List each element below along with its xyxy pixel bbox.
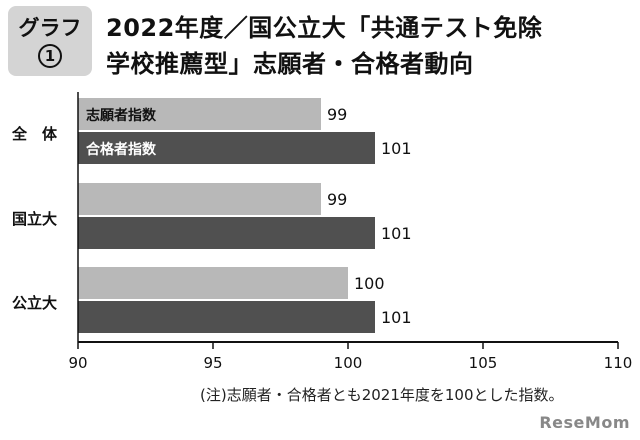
x-tick-label: 95	[203, 354, 222, 372]
bar-passers	[78, 132, 375, 164]
legend-label: 志願者指数	[86, 107, 157, 124]
category-label: 公立大	[12, 294, 57, 312]
chart-title-line1: 2022年度／国公立大「共通テスト免除	[106, 14, 543, 42]
bar-passers	[78, 217, 375, 249]
bar-applicants	[78, 98, 321, 130]
badge-number: 1	[38, 44, 62, 68]
x-tick-label: 100	[334, 354, 363, 372]
chart-title-line2: 学校推薦型」志願者・合格者動向	[106, 50, 474, 78]
bar-applicants	[78, 267, 348, 299]
bar-applicants	[78, 183, 321, 215]
data-label: 101	[381, 224, 412, 243]
legend-label: 合格者指数	[86, 141, 157, 158]
data-label: 99	[327, 190, 347, 209]
x-tick-label: 90	[68, 354, 87, 372]
chart-badge: グラフ 1	[8, 6, 92, 76]
resemom-logo: ReseMom	[539, 413, 630, 432]
data-label: 101	[381, 139, 412, 158]
x-tick-label: 110	[604, 354, 633, 372]
x-tick-label: 105	[469, 354, 498, 372]
category-label: 全 体	[11, 125, 58, 143]
data-label: 99	[327, 105, 347, 124]
badge-label: グラフ	[18, 16, 82, 40]
category-label: 国立大	[12, 210, 57, 228]
data-label: 100	[354, 274, 385, 293]
bar-passers	[78, 301, 375, 333]
data-label: 101	[381, 308, 412, 327]
footnote: (注)志願者・合格者とも2021年度を100とした指数。	[200, 386, 564, 404]
